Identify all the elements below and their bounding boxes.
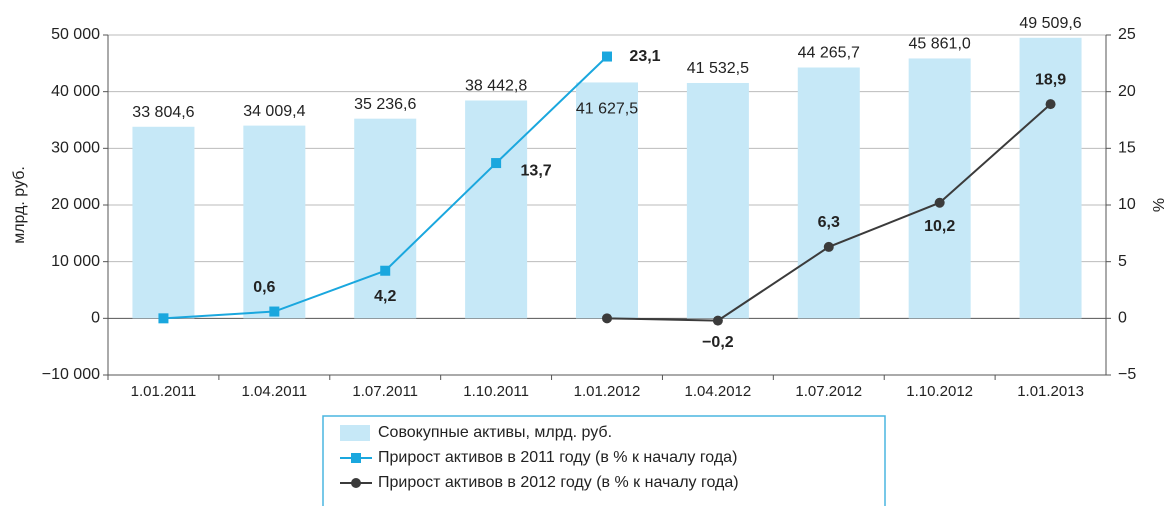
line-value-label: 4,2 xyxy=(374,288,396,305)
y2-tick-label: −5 xyxy=(1118,366,1136,383)
bar xyxy=(132,126,195,319)
bar xyxy=(354,118,417,319)
y-tick-label: 20 000 xyxy=(51,196,100,213)
line-value-label: 0,6 xyxy=(253,279,275,296)
legend-label: Прирост активов в 2012 году (в % к начал… xyxy=(378,474,739,491)
bar-value-label: 35 236,6 xyxy=(354,96,416,113)
bar-value-label: 41 532,5 xyxy=(687,60,749,77)
bar-value-label: 38 442,8 xyxy=(465,78,527,95)
marker xyxy=(380,265,391,276)
bar xyxy=(1019,37,1082,319)
marker xyxy=(491,158,502,169)
bar xyxy=(243,125,306,319)
marker xyxy=(712,315,723,326)
bar xyxy=(797,67,860,319)
y2-tick-label: 20 xyxy=(1118,83,1136,100)
y-tick-label: 10 000 xyxy=(51,253,100,270)
marker xyxy=(158,313,169,324)
bar xyxy=(908,58,971,319)
y-axis-label: млрд. руб. xyxy=(11,166,28,244)
marker xyxy=(934,197,945,208)
line-value-label: 10,2 xyxy=(924,218,955,235)
legend-marker xyxy=(351,453,361,463)
x-tick-label: 1.01.2013 xyxy=(1017,383,1084,400)
bar-value-label: 41 627,5 xyxy=(576,101,638,118)
bar-value-label: 33 804,6 xyxy=(132,104,194,121)
y2-tick-label: 5 xyxy=(1118,253,1127,270)
x-tick-label: 1.07.2011 xyxy=(352,383,418,400)
y2-tick-label: 0 xyxy=(1118,310,1127,327)
x-tick-label: 1.01.2012 xyxy=(574,383,641,400)
line-value-label: 18,9 xyxy=(1035,71,1066,88)
x-tick-label: 1.10.2011 xyxy=(463,383,529,400)
y-tick-label: −10 000 xyxy=(42,366,100,383)
x-tick-label: 1.04.2011 xyxy=(242,383,308,400)
bar-value-label: 44 265,7 xyxy=(798,45,860,62)
y-tick-label: 30 000 xyxy=(51,140,100,157)
legend-marker xyxy=(351,478,361,488)
y-tick-label: 40 000 xyxy=(51,83,100,100)
bar-value-label: 34 009,4 xyxy=(243,103,305,120)
x-tick-label: 1.10.2012 xyxy=(906,383,973,400)
y-tick-label: 0 xyxy=(91,310,100,327)
line-value-label: 6,3 xyxy=(818,214,840,231)
x-tick-label: 1.07.2012 xyxy=(795,383,862,400)
bar-value-label: 49 509,6 xyxy=(1019,15,1081,32)
bar xyxy=(465,100,528,319)
marker xyxy=(1045,99,1056,110)
legend-box xyxy=(322,415,886,506)
x-tick-label: 1.01.2011 xyxy=(131,383,197,400)
marker xyxy=(602,313,612,324)
line-value-label: −0,2 xyxy=(702,334,734,351)
marker xyxy=(269,306,280,317)
legend-swatch xyxy=(340,425,370,441)
line-value-label: 23,1 xyxy=(629,48,660,65)
x-tick-label: 1.04.2012 xyxy=(685,383,752,400)
y2-axis-label: % xyxy=(1151,198,1168,212)
y-tick-label: 50 000 xyxy=(51,26,100,43)
y2-tick-label: 25 xyxy=(1118,26,1136,43)
bar-value-label: 45 861,0 xyxy=(909,36,971,53)
y2-tick-label: 15 xyxy=(1118,140,1136,157)
marker xyxy=(602,51,612,62)
legend-label: Прирост активов в 2011 году (в % к начал… xyxy=(378,449,737,466)
marker xyxy=(823,241,834,252)
y2-tick-label: 10 xyxy=(1118,196,1136,213)
bar xyxy=(576,82,638,319)
bar xyxy=(686,82,749,319)
line-value-label: 13,7 xyxy=(521,162,552,179)
legend-label: Совокупные активы, млрд. руб. xyxy=(378,424,612,441)
